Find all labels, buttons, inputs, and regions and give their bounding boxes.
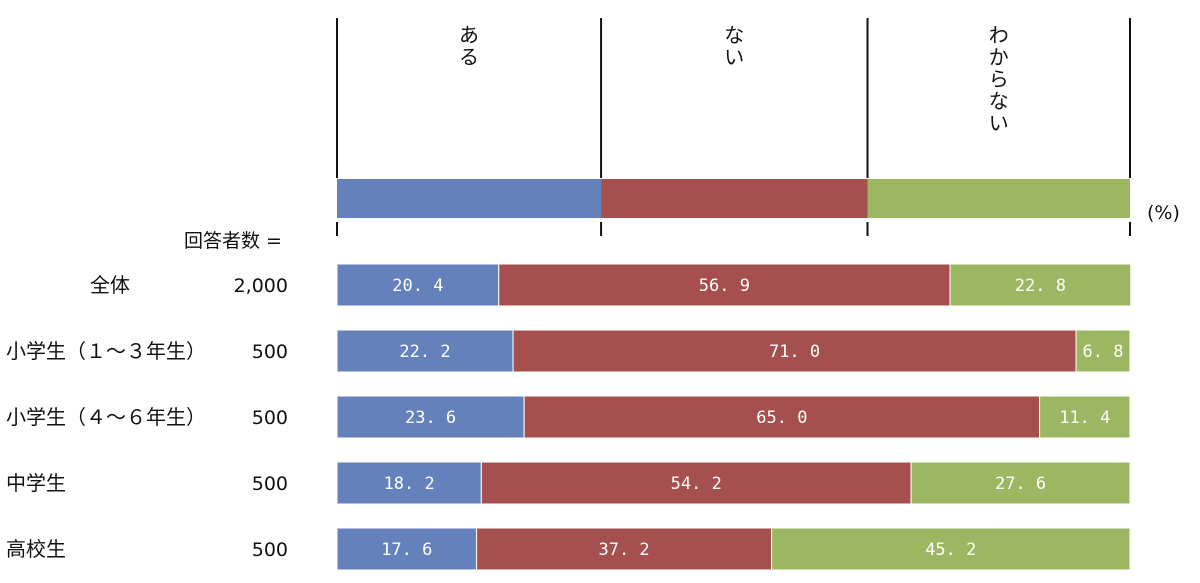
data-label-4-3: 27. 6 [995, 474, 1046, 494]
legend-label-2: ない [724, 23, 744, 69]
category-label-1: 全体 [90, 273, 130, 297]
respondent-count-3: 500 [252, 407, 288, 429]
bar-1-1 [336, 263, 500, 307]
legend-swatch-3 [867, 179, 1130, 218]
data-label-4-1: 18. 2 [384, 474, 435, 494]
respondent-count-1: 2,000 [234, 275, 288, 297]
respondent-count-5: 500 [252, 539, 288, 561]
legend-swatch-2 [601, 179, 868, 218]
category-label-3: 小学生（４～６年生） [6, 405, 206, 429]
data-label-2-1: 22. 2 [399, 342, 450, 362]
data-label-1-1: 20. 4 [392, 276, 443, 296]
data-label-5-1: 17. 6 [381, 540, 432, 560]
bar-5-2 [476, 527, 773, 571]
data-label-3-1: 23. 6 [405, 408, 456, 428]
data-label-5-2: 37. 2 [598, 540, 649, 560]
bar-5-1 [336, 527, 478, 571]
data-label-2-2: 71. 0 [769, 342, 820, 362]
bar-2-3 [1075, 329, 1131, 373]
bar-3-2 [523, 395, 1041, 439]
bar-1-2 [498, 263, 951, 307]
legend-label-3: わからない [989, 23, 1009, 135]
bar-4-2 [480, 461, 912, 505]
legend-swatch-1 [337, 179, 602, 218]
bar-5-3 [771, 527, 1131, 571]
data-label-2-3: 6. 8 [1083, 342, 1124, 362]
unit-label: (%) [1147, 202, 1180, 224]
respondents-header: 回答者数 = [184, 230, 282, 252]
respondent-count-4: 500 [252, 473, 288, 495]
category-label-2: 小学生（１～３年生） [6, 339, 206, 363]
category-label-4: 中学生 [6, 471, 66, 495]
data-label-3-3: 11. 4 [1059, 408, 1110, 428]
legend-label-1: ある [459, 23, 479, 69]
bar-4-3 [910, 461, 1131, 505]
data-label-4-2: 54. 2 [671, 474, 722, 494]
data-label-1-2: 56. 9 [699, 276, 750, 296]
bar-1-3 [949, 263, 1132, 307]
data-label-5-3: 45. 2 [925, 540, 976, 560]
bar-3-3 [1039, 395, 1131, 439]
data-label-3-2: 65. 0 [756, 408, 807, 428]
bar-3-1 [336, 395, 525, 439]
respondent-count-2: 500 [252, 341, 288, 363]
data-label-1-3: 22. 8 [1015, 276, 1066, 296]
category-label-5: 高校生 [6, 537, 66, 561]
